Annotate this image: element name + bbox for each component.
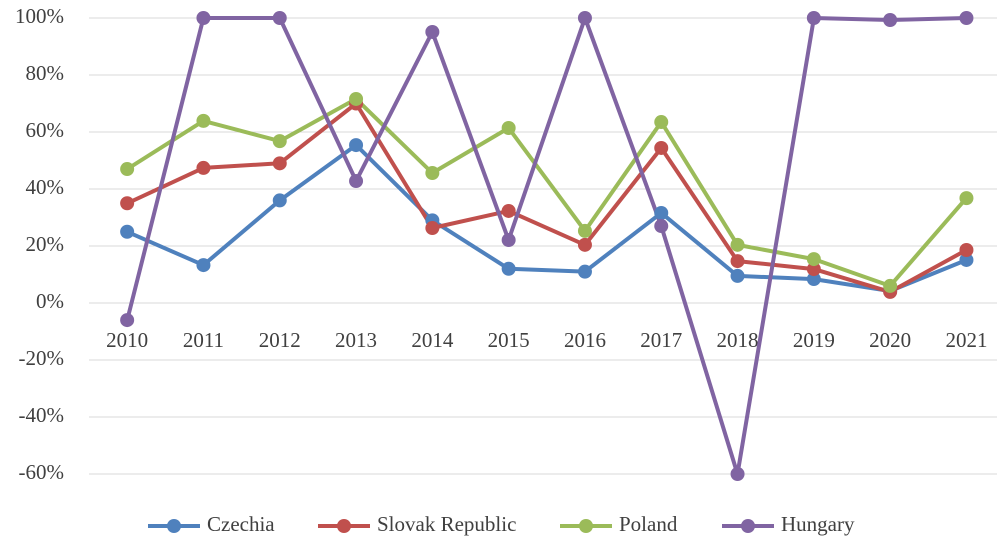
data-point: [425, 221, 440, 236]
y-tick-label: 40%: [26, 175, 65, 199]
data-point: [730, 467, 745, 481]
x-tick-label: 2013: [335, 328, 377, 352]
data-point: [425, 24, 440, 39]
data-point: [349, 138, 364, 153]
data-point: [806, 272, 821, 287]
data-point: [272, 134, 287, 149]
data-point: [959, 242, 974, 257]
x-tick-label: 2021: [945, 328, 987, 352]
y-tick-label: 100%: [15, 4, 64, 28]
data-point: [730, 237, 745, 252]
x-tick-label: 2018: [717, 328, 759, 352]
data-point: [196, 113, 211, 128]
data-point: [501, 261, 516, 276]
data-point: [349, 174, 364, 189]
legend-label: Czechia: [207, 512, 275, 536]
data-point: [730, 254, 745, 269]
x-tick-label: 2010: [106, 328, 148, 352]
x-tick-label: 2011: [183, 328, 224, 352]
data-point: [196, 258, 211, 273]
data-point: [577, 264, 592, 279]
legend-label: Slovak Republic: [377, 512, 516, 536]
data-point: [501, 121, 516, 136]
x-tick-label: 2012: [259, 328, 301, 352]
data-point: [577, 11, 592, 25]
data-point: [272, 11, 287, 25]
data-point: [577, 237, 592, 252]
legend-marker: [337, 519, 351, 533]
data-point: [654, 140, 669, 155]
data-point: [272, 193, 287, 208]
y-tick-label: 80%: [26, 61, 65, 85]
data-point: [806, 252, 821, 267]
data-point: [272, 156, 287, 171]
data-point: [349, 91, 364, 106]
y-tick-label: 0%: [36, 289, 64, 313]
data-point: [120, 313, 135, 328]
y-tick-label: 20%: [26, 232, 65, 256]
data-point: [196, 160, 211, 175]
x-tick-label: 2014: [411, 328, 454, 352]
data-point: [654, 115, 669, 130]
data-point: [120, 162, 135, 177]
data-point: [577, 223, 592, 238]
data-point: [425, 166, 440, 181]
y-tick-label: 60%: [26, 118, 65, 142]
data-point: [959, 252, 974, 267]
y-tick-label: -20%: [19, 346, 65, 370]
data-point: [120, 196, 135, 211]
data-point: [501, 233, 516, 248]
data-point: [654, 205, 669, 220]
x-tick-label: 2020: [869, 328, 911, 352]
y-tick-label: -40%: [19, 403, 65, 427]
data-point: [501, 203, 516, 218]
series-line: [126, 96, 968, 288]
legend-label: Poland: [619, 512, 678, 536]
data-point: [654, 219, 669, 234]
series-line: [126, 143, 968, 293]
legend-marker: [579, 519, 593, 533]
x-tick-label: 2017: [640, 328, 682, 352]
data-point: [120, 224, 135, 239]
data-point: [806, 262, 821, 277]
x-tick-label: 2019: [793, 328, 835, 352]
x-tick-label: 2016: [564, 328, 606, 352]
y-tick-label: -60%: [19, 460, 65, 484]
data-point: [806, 11, 821, 25]
x-tick-label: 2015: [488, 328, 530, 352]
data-point: [196, 11, 211, 25]
legend-marker: [741, 519, 755, 533]
data-point: [959, 11, 974, 25]
legend-label: Hungary: [781, 512, 855, 536]
data-point: [730, 268, 745, 283]
data-point: [883, 278, 898, 293]
series-line: [126, 101, 968, 294]
series-line: [125, 16, 967, 476]
data-point: [883, 12, 898, 27]
data-point: [959, 191, 974, 206]
legend-marker: [167, 519, 181, 533]
